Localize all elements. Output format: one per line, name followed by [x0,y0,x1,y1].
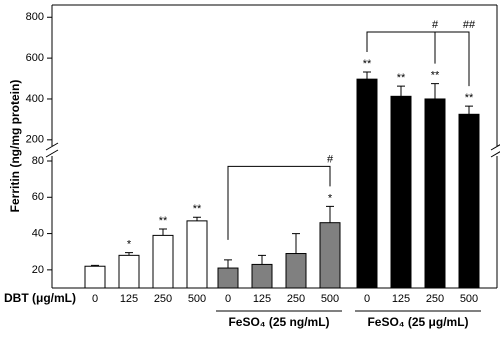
x-tick-label: 250 [426,293,444,305]
x-axis-label: DBT (μg/mL) [4,291,76,305]
bar [424,98,446,289]
x-tick-label: 125 [392,293,410,305]
error-bar [363,71,371,80]
bracket [366,31,470,87]
error-bar [91,264,99,267]
y-tick-label: 200 [26,134,44,146]
significance: ** [431,70,440,82]
significance: * [127,239,132,251]
bar [152,234,174,289]
bar [458,113,480,289]
bar [319,222,341,289]
x-tick-label: 500 [188,293,206,305]
bracket-label: # [327,153,334,165]
x-tick-label: 0 [364,293,370,305]
y-tick-label: 20 [32,264,44,276]
x-tick-label: 500 [321,293,339,305]
y-axis-label: Ferritin (ng/mg protein) [8,80,22,213]
bar [285,253,307,289]
y-tick-label: 600 [26,52,44,64]
error-bar [326,205,334,223]
bar [356,78,378,289]
error-bar [193,216,201,221]
y-tick-label: 60 [32,191,44,203]
y-tick-label: 40 [32,227,44,239]
error-bar [465,105,473,115]
group-label: FeSO₄ (25 ng/mL) [228,315,329,329]
x-tick-label: 500 [460,293,478,305]
error-bar [397,85,405,97]
significance: ** [363,58,372,70]
bracket [227,165,331,240]
bracket-label: # [432,19,439,31]
x-tick-label: 250 [154,293,172,305]
group-label: FeSO₄ (25 μg/mL) [367,315,468,329]
y-tick-label: 80 [32,155,44,167]
x-tick-label: 0 [92,293,98,305]
error-bar [159,228,167,236]
significance: ** [159,215,168,227]
error-bar [258,254,266,265]
bracket-label: ## [463,19,476,31]
significance: ** [465,92,474,104]
x-tick-label: 125 [120,293,138,305]
bar [390,95,412,289]
bar [84,265,106,289]
y-tick-label: 800 [26,11,44,23]
bar [186,220,208,289]
bar [217,267,239,289]
error-bar [431,83,439,99]
axis-break [45,142,500,158]
significance: * [328,192,333,204]
bar [118,254,140,289]
x-tick-label: 0 [225,293,231,305]
x-tick-label: 250 [287,293,305,305]
bracket [366,31,436,64]
error-bar [125,252,133,256]
x-tick-label: 125 [253,293,271,305]
significance: ** [193,203,202,215]
error-bar [292,233,300,254]
error-bar [224,259,232,269]
significance: ** [397,72,406,84]
y-tick-label: 400 [26,93,44,105]
bar [251,263,273,289]
